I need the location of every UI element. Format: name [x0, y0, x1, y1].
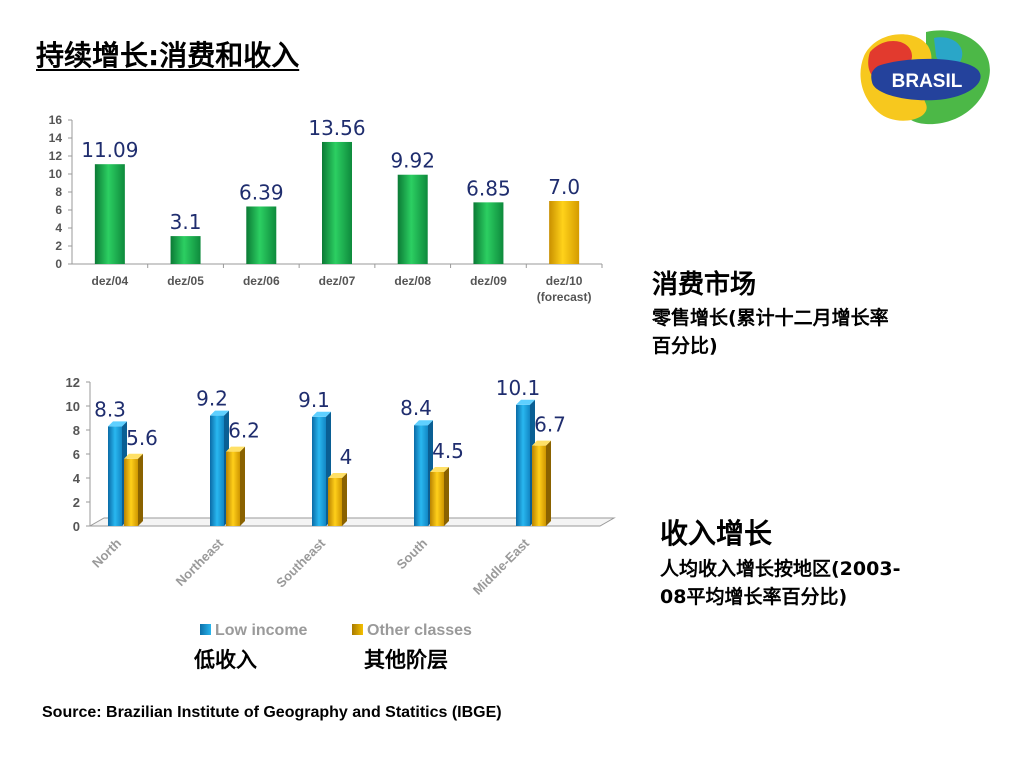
data-label: 3.1: [170, 210, 202, 234]
x-tick-sublabel: (forecast): [537, 290, 592, 304]
legend-other-classes-cn: 其他阶层: [364, 648, 448, 672]
x-tick-label: dez/04: [92, 274, 129, 288]
consumer-heading: 消费市场: [652, 270, 757, 300]
y-tick-label: 8: [73, 423, 80, 438]
bar-top: [430, 467, 449, 472]
income-heading: 收入增长: [660, 517, 773, 550]
legend-low-income-label: Low income: [215, 622, 308, 639]
y-tick-label: 16: [49, 113, 63, 127]
bar-side: [546, 440, 551, 526]
bar-North-Other classes: [124, 458, 138, 526]
x-tick-label: South: [393, 535, 430, 572]
bar-Northeast-Low income: [210, 415, 224, 526]
bar-top: [414, 420, 433, 426]
y-tick-label: 0: [55, 257, 62, 271]
bar-top: [108, 421, 127, 427]
consumer-subtitle-line2: 百分比): [652, 335, 718, 357]
x-tick-label: North: [89, 535, 124, 570]
bar-side: [138, 453, 143, 526]
bar-top: [210, 410, 229, 416]
bar-South-Low income: [414, 425, 428, 526]
data-label: 9.92: [390, 149, 435, 173]
bar-top: [124, 453, 143, 459]
income-subtitle-line2: 08平均增长率百分比): [660, 586, 848, 608]
bar-dez/05: [170, 236, 201, 264]
bar-dez/06: [246, 206, 277, 264]
x-tick-label: dez/07: [319, 274, 356, 288]
bar-Middle-East-Other classes: [532, 445, 546, 526]
bar-Southeast-Other classes: [328, 478, 342, 526]
y-tick-label: 4: [55, 221, 62, 235]
y-tick-label: 12: [49, 149, 63, 163]
bar-dez/09: [473, 202, 504, 264]
data-label: 6.7: [534, 413, 566, 437]
logo-blue-blob: [871, 58, 981, 101]
data-label: 4: [340, 445, 353, 469]
bar-Middle-East-Low income: [516, 404, 530, 526]
y-tick-label: 14: [49, 131, 63, 145]
x-tick-label: Northeast: [173, 535, 227, 589]
bar-top: [328, 473, 347, 478]
retail-growth-chart: 0 2 4 6 8 10 12 14 16 11.09 dez/04 3.1 dez/05 6.39 dez…: [49, 113, 603, 304]
y-tick-label: 8: [55, 185, 62, 199]
bar-North-Low income: [108, 426, 122, 526]
data-label: 11.09: [81, 138, 138, 162]
bar-top: [532, 440, 551, 446]
data-label: 9.2: [196, 387, 228, 411]
bar-top: [226, 446, 245, 452]
y-tick-label: 4: [73, 471, 81, 486]
page-title: 持续增长:消费和收入: [36, 39, 300, 72]
y-tick-label: 10: [66, 399, 80, 414]
data-label: 9.1: [298, 388, 330, 412]
data-label: 8.3: [94, 397, 126, 421]
bar-Northeast-Other classes: [226, 451, 240, 526]
income-subtitle-line1: 人均收入增长按地区(2003-: [660, 558, 901, 580]
x-tick-label: dez/06: [243, 274, 280, 288]
y-tick-label: 2: [55, 239, 62, 253]
brasil-logo: BRASIL: [860, 30, 990, 125]
bar-Southeast-Low income: [312, 416, 326, 526]
data-label: 8.4: [400, 396, 432, 420]
bar-top: [516, 399, 535, 405]
data-label: 5.6: [126, 426, 158, 450]
bar-side: [342, 473, 347, 526]
y-tick-label: 6: [73, 447, 80, 462]
legend-low-income: Low income: [200, 622, 307, 640]
bar-dez/04: [94, 164, 125, 264]
bar-dez/08: [397, 174, 428, 264]
bar-side: [240, 446, 245, 526]
data-label: 13.56: [308, 116, 365, 140]
y-tick-label: 10: [49, 167, 63, 181]
data-label: 7.0: [548, 175, 580, 199]
x-tick-label: Southeast: [273, 535, 329, 591]
source-note: Source: Brazilian Institute of Geography…: [42, 704, 502, 721]
data-label: 4.5: [432, 439, 464, 463]
bar-dez/07: [322, 141, 352, 264]
data-label: 6.85: [466, 176, 511, 200]
bar-side: [444, 467, 449, 526]
data-label: 6.39: [239, 180, 284, 204]
consumer-subtitle-line1: 零售增长(累计十二月增长率: [652, 307, 889, 329]
logo-text: BRASIL: [892, 71, 963, 92]
legend-other-classes-swatch: [352, 624, 363, 635]
x-tick-label: dez/10: [546, 274, 583, 288]
legend-other-classes: Other classes: [352, 622, 472, 640]
income-growth-chart: 0 2 4 6 8 10 12 8.35.6 North 9.26.2 Northeast 9.1 4 S…: [66, 375, 616, 598]
x-tick-label: dez/08: [394, 274, 431, 288]
legend-low-income-cn: 低收入: [194, 648, 257, 672]
y-tick-label: 12: [66, 375, 80, 390]
legend-low-income-swatch: [200, 624, 211, 635]
bar-dez/10: [549, 201, 580, 264]
bar-top: [312, 411, 331, 417]
y-tick-label: 6: [55, 203, 62, 217]
legend-other-classes-label: Other classes: [367, 622, 472, 639]
y-tick-label: 2: [73, 495, 80, 510]
data-label: 6.2: [228, 419, 260, 443]
bar-South-Other classes: [430, 472, 444, 526]
x-tick-label: Middle-East: [470, 535, 533, 598]
data-label: 10.1: [496, 376, 541, 400]
x-tick-label: dez/05: [167, 274, 204, 288]
x-tick-label: dez/09: [470, 274, 507, 288]
y-tick-label: 0: [73, 519, 80, 534]
